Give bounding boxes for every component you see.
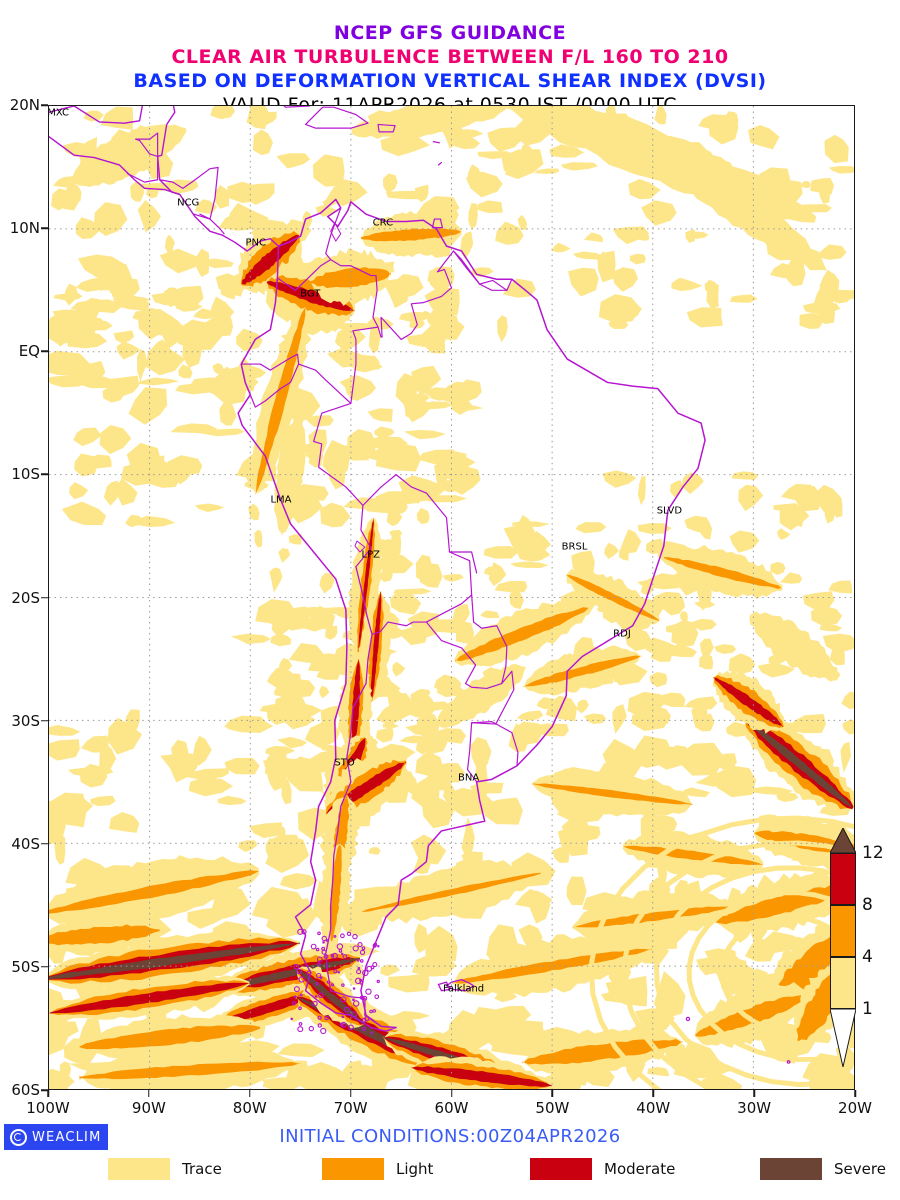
- weaclim-logo-text: WEACLIM: [32, 1129, 102, 1145]
- legend-item: Light: [322, 1155, 433, 1183]
- colorbar-tick-label: 8: [862, 895, 873, 915]
- x-axis-tick-label: 20W: [838, 1099, 872, 1117]
- x-axis-tick-mark: [551, 1090, 554, 1097]
- y-axis-tick-mark: [41, 104, 48, 106]
- city-label: CRC: [372, 217, 394, 229]
- y-axis-tick-label: 20N: [9, 96, 40, 114]
- city-label: BNA: [458, 772, 480, 784]
- y-axis-tick-label: 40S: [11, 834, 40, 853]
- city-label: BGT: [300, 288, 321, 300]
- city-label: NCG: [177, 197, 200, 209]
- legend-label: Severe: [834, 1160, 886, 1178]
- legend-label: Light: [396, 1160, 434, 1178]
- y-axis-tick-mark: [41, 227, 48, 229]
- andes-turbulence-features: [319, 518, 407, 942]
- dvsi-colorbar: 12 8 4 1: [830, 828, 884, 1086]
- circle-logo-icon: [10, 1128, 27, 1146]
- map-gridlines: [49, 106, 854, 1089]
- x-axis-tick-mark: [47, 1090, 49, 1097]
- city-label: PNC: [245, 237, 267, 249]
- initial-conditions-text: INITIAL CONDITIONS:00Z04APR2026: [279, 1126, 621, 1147]
- x-axis-tick-label: 70W: [333, 1099, 368, 1117]
- city-label: LPZ: [361, 549, 381, 561]
- y-axis-tick-mark: [41, 596, 48, 599]
- legend-swatch: [530, 1158, 592, 1180]
- y-axis-tick-label: 50S: [11, 957, 40, 976]
- city-label: BRSL: [561, 541, 588, 553]
- x-axis-tick-mark: [249, 1090, 251, 1097]
- colorbar-segment: [830, 853, 856, 905]
- x-axis-tick-label: 60W: [434, 1099, 469, 1117]
- legend-item: Severe: [760, 1155, 886, 1183]
- title-line-method: BASED ON DEFORMATION VERTICAL SHEAR INDE…: [133, 70, 767, 92]
- y-axis-tick-mark: [41, 719, 48, 722]
- city-label: MXC: [48, 107, 69, 119]
- y-axis-tick-mark: [41, 473, 48, 476]
- x-axis-tick-mark: [349, 1090, 352, 1097]
- map-plot-area: MXC NCG CRC PNC BGT LMA LPZ BRSL SLVD RDJ STO BNA Fa…: [48, 105, 855, 1090]
- colorbar-segment: [830, 957, 856, 1009]
- colorbar-tick-label: 1: [862, 999, 873, 1019]
- y-axis-latitude: 20N 10N EQ 10S 20S 30S 40S 50S 60S: [0, 96, 48, 1099]
- colorbar-tick-label: 12: [862, 843, 884, 863]
- x-axis-tick-label: 100W: [26, 1099, 70, 1117]
- legend-label: Moderate: [604, 1160, 676, 1178]
- x-axis-tick-mark: [148, 1090, 150, 1097]
- weaclim-logo-badge: WEACLIM: [4, 1124, 108, 1150]
- city-label: STO: [334, 757, 355, 769]
- y-axis-tick-mark: [41, 843, 48, 845]
- legend-swatch: [760, 1158, 822, 1180]
- legend-item: Moderate: [530, 1155, 675, 1183]
- city-label: SLVD: [656, 505, 683, 517]
- y-axis-tick-label: 60S: [11, 1081, 40, 1099]
- y-axis-tick-label: 10S: [11, 465, 40, 484]
- x-axis-tick-mark: [854, 1090, 856, 1097]
- y-axis-tick-label: EQ: [18, 342, 40, 361]
- y-axis-tick-label: 10N: [9, 219, 40, 238]
- turbulence-map-canvas: [49, 106, 854, 1089]
- y-axis-tick-mark: [41, 1089, 48, 1091]
- x-axis-tick-label: 90W: [131, 1099, 166, 1117]
- city-label: RDJ: [613, 628, 631, 640]
- y-axis-tick-mark: [41, 350, 48, 352]
- x-axis-tick-label: 40W: [636, 1099, 671, 1117]
- x-axis-tick-mark: [753, 1090, 755, 1097]
- title-line-agency: NCEP GFS GUIDANCE: [333, 22, 567, 44]
- x-axis-tick-mark: [450, 1090, 453, 1097]
- x-axis-tick-label: 80W: [232, 1099, 267, 1117]
- chart-title-block: NCEP GFS GUIDANCE CLEAR AIR TURBULENCE B…: [0, 22, 900, 116]
- x-axis-tick-label: 30W: [737, 1099, 772, 1117]
- y-axis-tick-label: 30S: [11, 711, 40, 730]
- title-line-product: CLEAR AIR TURBULENCE BETWEEN F/L 160 TO …: [171, 46, 729, 68]
- x-axis-tick-label: 50W: [535, 1099, 570, 1117]
- x-axis-tick-mark: [652, 1090, 654, 1097]
- y-axis-tick-mark: [41, 966, 48, 968]
- coastline-and-borders: [49, 106, 791, 1064]
- colorbar-below-threshold-arrow: [830, 1009, 856, 1067]
- city-label: LMA: [270, 494, 292, 506]
- brazil-turbulence-features: [436, 544, 838, 728]
- x-axis-longitude: 100W 90W 80W 70W 60W 50W 40W 30W 20W: [26, 1090, 872, 1130]
- colorbar-segment: [830, 905, 856, 957]
- colorbar-tick-label: 4: [862, 947, 873, 967]
- legend-swatch: [108, 1158, 170, 1180]
- legend-item: Trace: [108, 1155, 222, 1183]
- turbulence-severity-legend: Trace Light Moderate Severe: [0, 1155, 900, 1189]
- y-axis-tick-label: 20S: [11, 588, 40, 607]
- legend-label: Trace: [182, 1160, 222, 1178]
- colorbar-severe-arrow: [830, 828, 856, 853]
- city-label: Falkland: [443, 983, 485, 995]
- legend-swatch: [322, 1158, 384, 1180]
